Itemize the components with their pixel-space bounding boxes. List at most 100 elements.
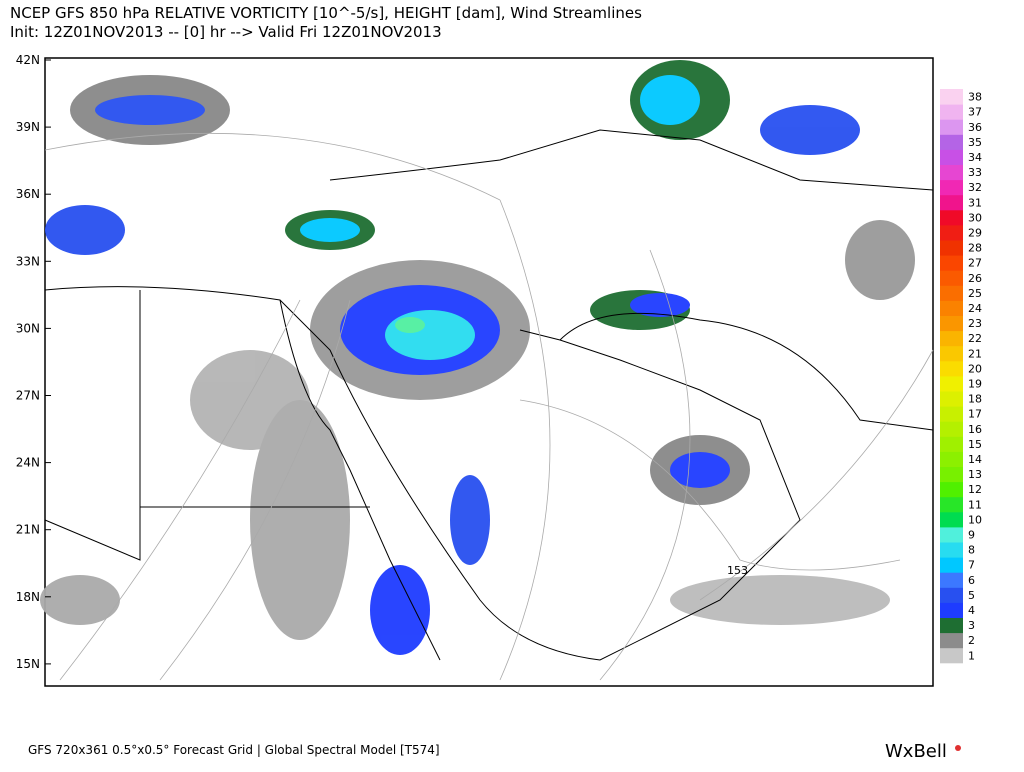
colorbar-swatch: [940, 285, 963, 301]
colorbar-label: 2: [968, 634, 975, 647]
colorbar-label: 21: [968, 347, 982, 360]
colorbar-label: 37: [968, 106, 982, 119]
colorbar-label: 17: [968, 408, 982, 421]
colorbar-swatch: [940, 104, 963, 120]
colorbar-swatch: [940, 149, 963, 165]
colorbar-swatch: [940, 587, 963, 603]
colorbar-swatch: [940, 345, 963, 362]
colorbar-label: 15: [968, 438, 982, 451]
subtitle: Init: 12Z01NOV2013 -- [0] hr --> Valid F…: [10, 23, 442, 41]
colorbar: 1234567891011121314151617181920212223242…: [940, 89, 982, 664]
colorbar-label: 34: [968, 151, 982, 164]
colorbar-label: 30: [968, 211, 982, 224]
colorbar-label: 10: [968, 513, 982, 526]
brand: WxBell: [885, 741, 947, 762]
colorbar-swatch: [940, 572, 963, 588]
colorbar-swatch: [940, 89, 963, 105]
lat-label: 18N: [16, 590, 40, 604]
colorbar-swatch: [940, 164, 963, 181]
colorbar-swatch: [940, 466, 963, 483]
colorbar-swatch: [940, 436, 963, 452]
contour-label: 153: [727, 564, 748, 577]
colorbar-label: 9: [968, 528, 975, 541]
colorbar-label: 1: [968, 649, 975, 662]
colorbar-swatch: [940, 240, 963, 256]
vorticity-field: [40, 60, 915, 655]
colorbar-label: 12: [968, 483, 982, 496]
colorbar-swatch: [940, 511, 963, 528]
colorbar-swatch: [940, 557, 963, 573]
colorbar-swatch: [940, 255, 963, 271]
lat-label: 39N: [16, 120, 40, 134]
colorbar-swatch: [940, 451, 963, 467]
colorbar-swatch: [940, 526, 963, 543]
map: 153 42N 39N 36N 33N 30N 27N 24N 21N 18N 15N: [16, 53, 934, 687]
lat-label: 42N: [16, 53, 40, 67]
colorbar-swatch: [940, 179, 963, 196]
colorbar-swatch: [940, 602, 963, 618]
lat-label: 15N: [16, 657, 40, 671]
colorbar-label: 22: [968, 332, 982, 345]
colorbar-label: 11: [968, 498, 982, 511]
colorbar-label: 13: [968, 468, 982, 481]
colorbar-label: 25: [968, 287, 982, 300]
colorbar-swatch: [940, 330, 963, 347]
colorbar-swatch: [940, 224, 963, 241]
colorbar-swatch: [940, 375, 963, 392]
colorbar-label: 23: [968, 317, 982, 330]
colorbar-label: 26: [968, 272, 982, 285]
colorbar-swatch: [940, 194, 963, 211]
colorbar-label: 7: [968, 559, 975, 572]
colorbar-swatch: [940, 617, 963, 634]
streamlines: [44, 132, 934, 681]
colorbar-swatch: [940, 270, 963, 286]
lat-label: 36N: [16, 187, 40, 201]
colorbar-label: 14: [968, 453, 982, 466]
colorbar-label: 24: [968, 302, 982, 315]
colorbar-swatch: [940, 542, 963, 558]
brand-dot: [955, 745, 961, 751]
lat-label: 30N: [16, 321, 40, 335]
lat-label: 21N: [16, 523, 40, 537]
colorbar-label: 28: [968, 242, 982, 255]
colorbar-label: 5: [968, 589, 975, 602]
colorbar-swatch: [940, 647, 963, 664]
colorbar-label: 33: [968, 166, 982, 179]
lat-labels: 42N 39N 36N 33N 30N 27N 24N 21N 18N 15N: [16, 53, 51, 671]
colorbar-label: 8: [968, 544, 975, 557]
colorbar-label: 16: [968, 423, 982, 436]
colorbar-label: 4: [968, 604, 975, 617]
colorbar-label: 27: [968, 257, 982, 270]
colorbar-label: 20: [968, 362, 982, 375]
footer: GFS 720x361 0.5°x0.5° Forecast Grid | Gl…: [28, 743, 440, 757]
colorbar-label: 18: [968, 393, 982, 406]
colorbar-label: 29: [968, 226, 982, 239]
colorbar-label: 36: [968, 121, 982, 134]
colorbar-label: 6: [968, 574, 975, 587]
colorbar-swatch: [940, 421, 963, 437]
lat-label: 24N: [16, 456, 40, 470]
colorbar-swatch: [940, 391, 963, 407]
colorbar-label: 31: [968, 196, 982, 209]
lat-label: 27N: [16, 389, 40, 403]
colorbar-label: 35: [968, 136, 982, 149]
colorbar-swatch: [940, 360, 963, 377]
colorbar-swatch: [940, 209, 963, 226]
colorbar-swatch: [940, 632, 963, 649]
colorbar-label: 32: [968, 181, 982, 194]
colorbar-swatch: [940, 496, 963, 513]
colorbar-swatch: [940, 134, 963, 150]
colorbar-label: 19: [968, 377, 982, 390]
colorbar-label: 3: [968, 619, 975, 632]
title: NCEP GFS 850 hPa RELATIVE VORTICITY [10^…: [10, 4, 642, 22]
boundaries: [44, 129, 934, 661]
lat-label: 33N: [16, 254, 40, 268]
colorbar-swatch: [940, 315, 963, 332]
colorbar-label: 38: [968, 91, 982, 104]
colorbar-swatch: [940, 481, 963, 498]
colorbar-swatch: [940, 300, 963, 316]
colorbar-swatch: [940, 406, 963, 422]
colorbar-swatch: [940, 119, 963, 135]
